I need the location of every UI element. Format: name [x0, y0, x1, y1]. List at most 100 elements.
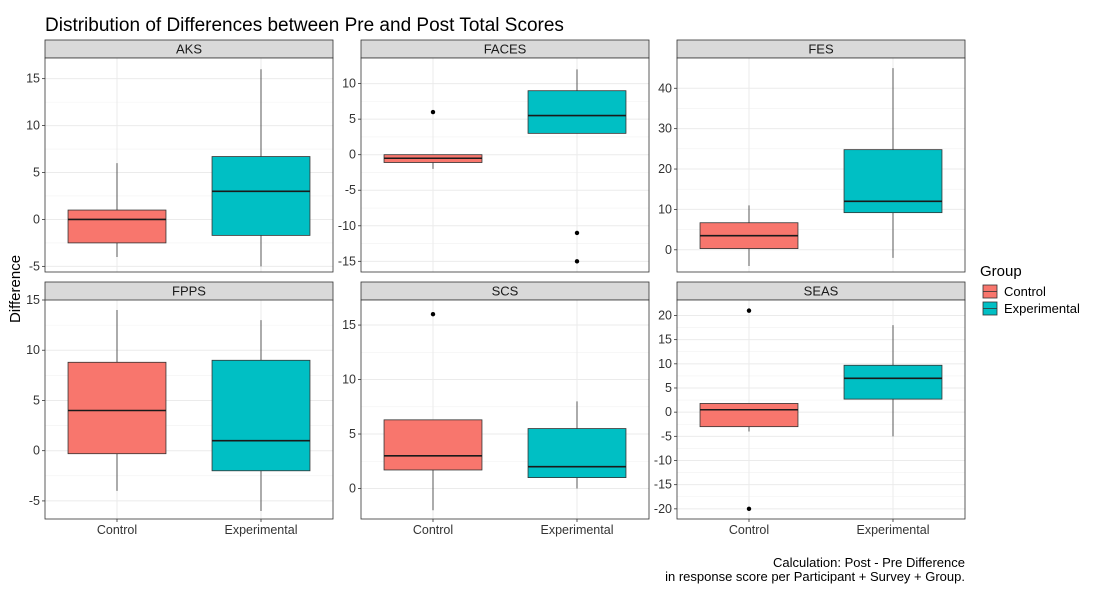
- box-rect: [211, 156, 311, 236]
- box-aks-experimental: [211, 69, 311, 267]
- box-seas-experimental: [843, 325, 943, 437]
- y-tick-label: 5: [33, 393, 40, 407]
- y-tick-label: 15: [26, 293, 40, 307]
- box-fes-control: [699, 205, 799, 266]
- strip-label-seas: SEAS: [804, 284, 839, 299]
- y-tick-label: 10: [342, 77, 356, 91]
- x-tick-label: Experimental: [857, 523, 930, 537]
- legend-entry-experimental: Experimental: [982, 301, 1080, 316]
- y-tick-label: 0: [349, 148, 356, 162]
- y-tick-label: 15: [342, 318, 356, 332]
- panel-border-aks: [44, 57, 334, 273]
- facet-fes: FES 0 10 20 30 40: [658, 39, 966, 273]
- y-tick-label: 20: [658, 308, 672, 322]
- facet-aks: AKS -5 0 5 10 15: [26, 39, 334, 273]
- chart-title: Distribution of Differences between Pre …: [45, 15, 564, 36]
- y-tick-label: 5: [349, 112, 356, 126]
- outlier-point: [574, 259, 580, 264]
- x-tick-label: Control: [729, 523, 769, 537]
- facet-faces: FACES -15 -10 -5 0 5 10: [338, 39, 650, 273]
- legend-label-control: Control: [1004, 284, 1046, 299]
- outlier-point: [430, 311, 436, 317]
- box-rect: [527, 428, 627, 478]
- box-seas-control: [699, 308, 799, 512]
- y-tick-label: 40: [658, 81, 672, 95]
- y-tick-label: 10: [26, 343, 40, 357]
- legend-title: Group: [980, 263, 1022, 280]
- box-fpps-experimental: [211, 320, 311, 511]
- outlier-point: [574, 230, 580, 236]
- y-tick-label: 10: [658, 357, 672, 371]
- box-rect: [527, 90, 627, 134]
- y-tick-label: 5: [33, 166, 40, 180]
- panel-border-fpps: [44, 299, 334, 520]
- panel-border-fes: [676, 57, 966, 273]
- box-faces-control: [383, 109, 483, 169]
- y-tick-label: 10: [342, 373, 356, 387]
- panel-border-scs: [360, 299, 650, 520]
- facet-fpps: FPPS -5 0 5 10 15 Control Experimental: [26, 281, 334, 537]
- box-rect: [67, 361, 167, 455]
- legend: Group Control Experimental: [980, 263, 1080, 316]
- x-tick-label: Experimental: [225, 523, 298, 537]
- box-rect: [211, 359, 311, 472]
- strip-label-faces: FACES: [484, 42, 527, 57]
- outlier-point: [746, 308, 752, 313]
- y-tick-label: -10: [338, 219, 356, 233]
- y-tick-label: 5: [349, 427, 356, 441]
- y-tick-label: -10: [654, 454, 672, 468]
- legend-entry-control: Control: [982, 284, 1046, 299]
- box-fpps-control: [67, 310, 167, 491]
- y-tick-label: 0: [33, 212, 40, 226]
- y-tick-label: 20: [658, 162, 672, 176]
- box-rect: [843, 364, 943, 400]
- y-tick-label: -15: [338, 254, 356, 268]
- strip-label-scs: SCS: [492, 284, 519, 299]
- y-tick-label: 0: [665, 405, 672, 419]
- y-tick-label: 0: [33, 444, 40, 458]
- y-tick-label: 15: [658, 333, 672, 347]
- facet-seas: SEAS -20 -15 -10 -5 0 5 10 15 20 Control Experiment…: [654, 281, 966, 537]
- box-fes-experimental: [843, 68, 943, 258]
- y-tick-label: -5: [661, 429, 672, 443]
- y-tick-label: -5: [29, 494, 40, 508]
- strip-label-fes: FES: [808, 42, 834, 57]
- x-tick-label: Experimental: [541, 523, 614, 537]
- y-axis-title: Difference: [7, 255, 24, 323]
- panel-border-seas: [676, 299, 966, 520]
- caption-line-2: in response score per Participant + Surv…: [665, 569, 965, 584]
- panel-bg-scs: [361, 300, 649, 519]
- box-rect: [699, 403, 799, 428]
- y-tick-label: -15: [654, 478, 672, 492]
- y-tick-label: 15: [26, 72, 40, 86]
- box-rect: [383, 419, 483, 471]
- facets-layer: AKS -5 0 5 10 15 FACES -15 -10 -5 0 5 10 FES 0 10 20 30 40…: [26, 39, 966, 537]
- box-scs-control: [383, 311, 483, 511]
- y-tick-label: -20: [654, 502, 672, 516]
- panel-border-faces: [360, 57, 650, 273]
- box-rect: [843, 149, 943, 214]
- facet-scs: SCS 0 5 10 15 Control Experimental: [342, 281, 650, 537]
- box-faces-experimental: [527, 69, 627, 264]
- y-tick-label: 10: [26, 119, 40, 133]
- outlier-point: [430, 109, 436, 115]
- strip-label-fpps: FPPS: [172, 284, 206, 299]
- y-tick-label: 5: [665, 381, 672, 395]
- box-aks-control: [67, 163, 167, 257]
- x-tick-label: Control: [413, 523, 453, 537]
- box-rect: [67, 209, 167, 244]
- x-tick-label: Control: [97, 523, 137, 537]
- panel-bg-faces: [361, 58, 649, 272]
- caption-line-1: Calculation: Post - Pre Difference: [773, 555, 965, 570]
- legend-label-experimental: Experimental: [1004, 301, 1080, 316]
- y-tick-label: -5: [345, 183, 356, 197]
- y-tick-label: -5: [29, 259, 40, 273]
- y-tick-label: 30: [658, 122, 672, 136]
- y-tick-label: 10: [658, 202, 672, 216]
- box-scs-experimental: [527, 401, 627, 489]
- y-tick-label: 0: [349, 481, 356, 495]
- strip-label-aks: AKS: [176, 42, 202, 57]
- y-tick-label: 0: [665, 243, 672, 257]
- outlier-point: [746, 506, 752, 512]
